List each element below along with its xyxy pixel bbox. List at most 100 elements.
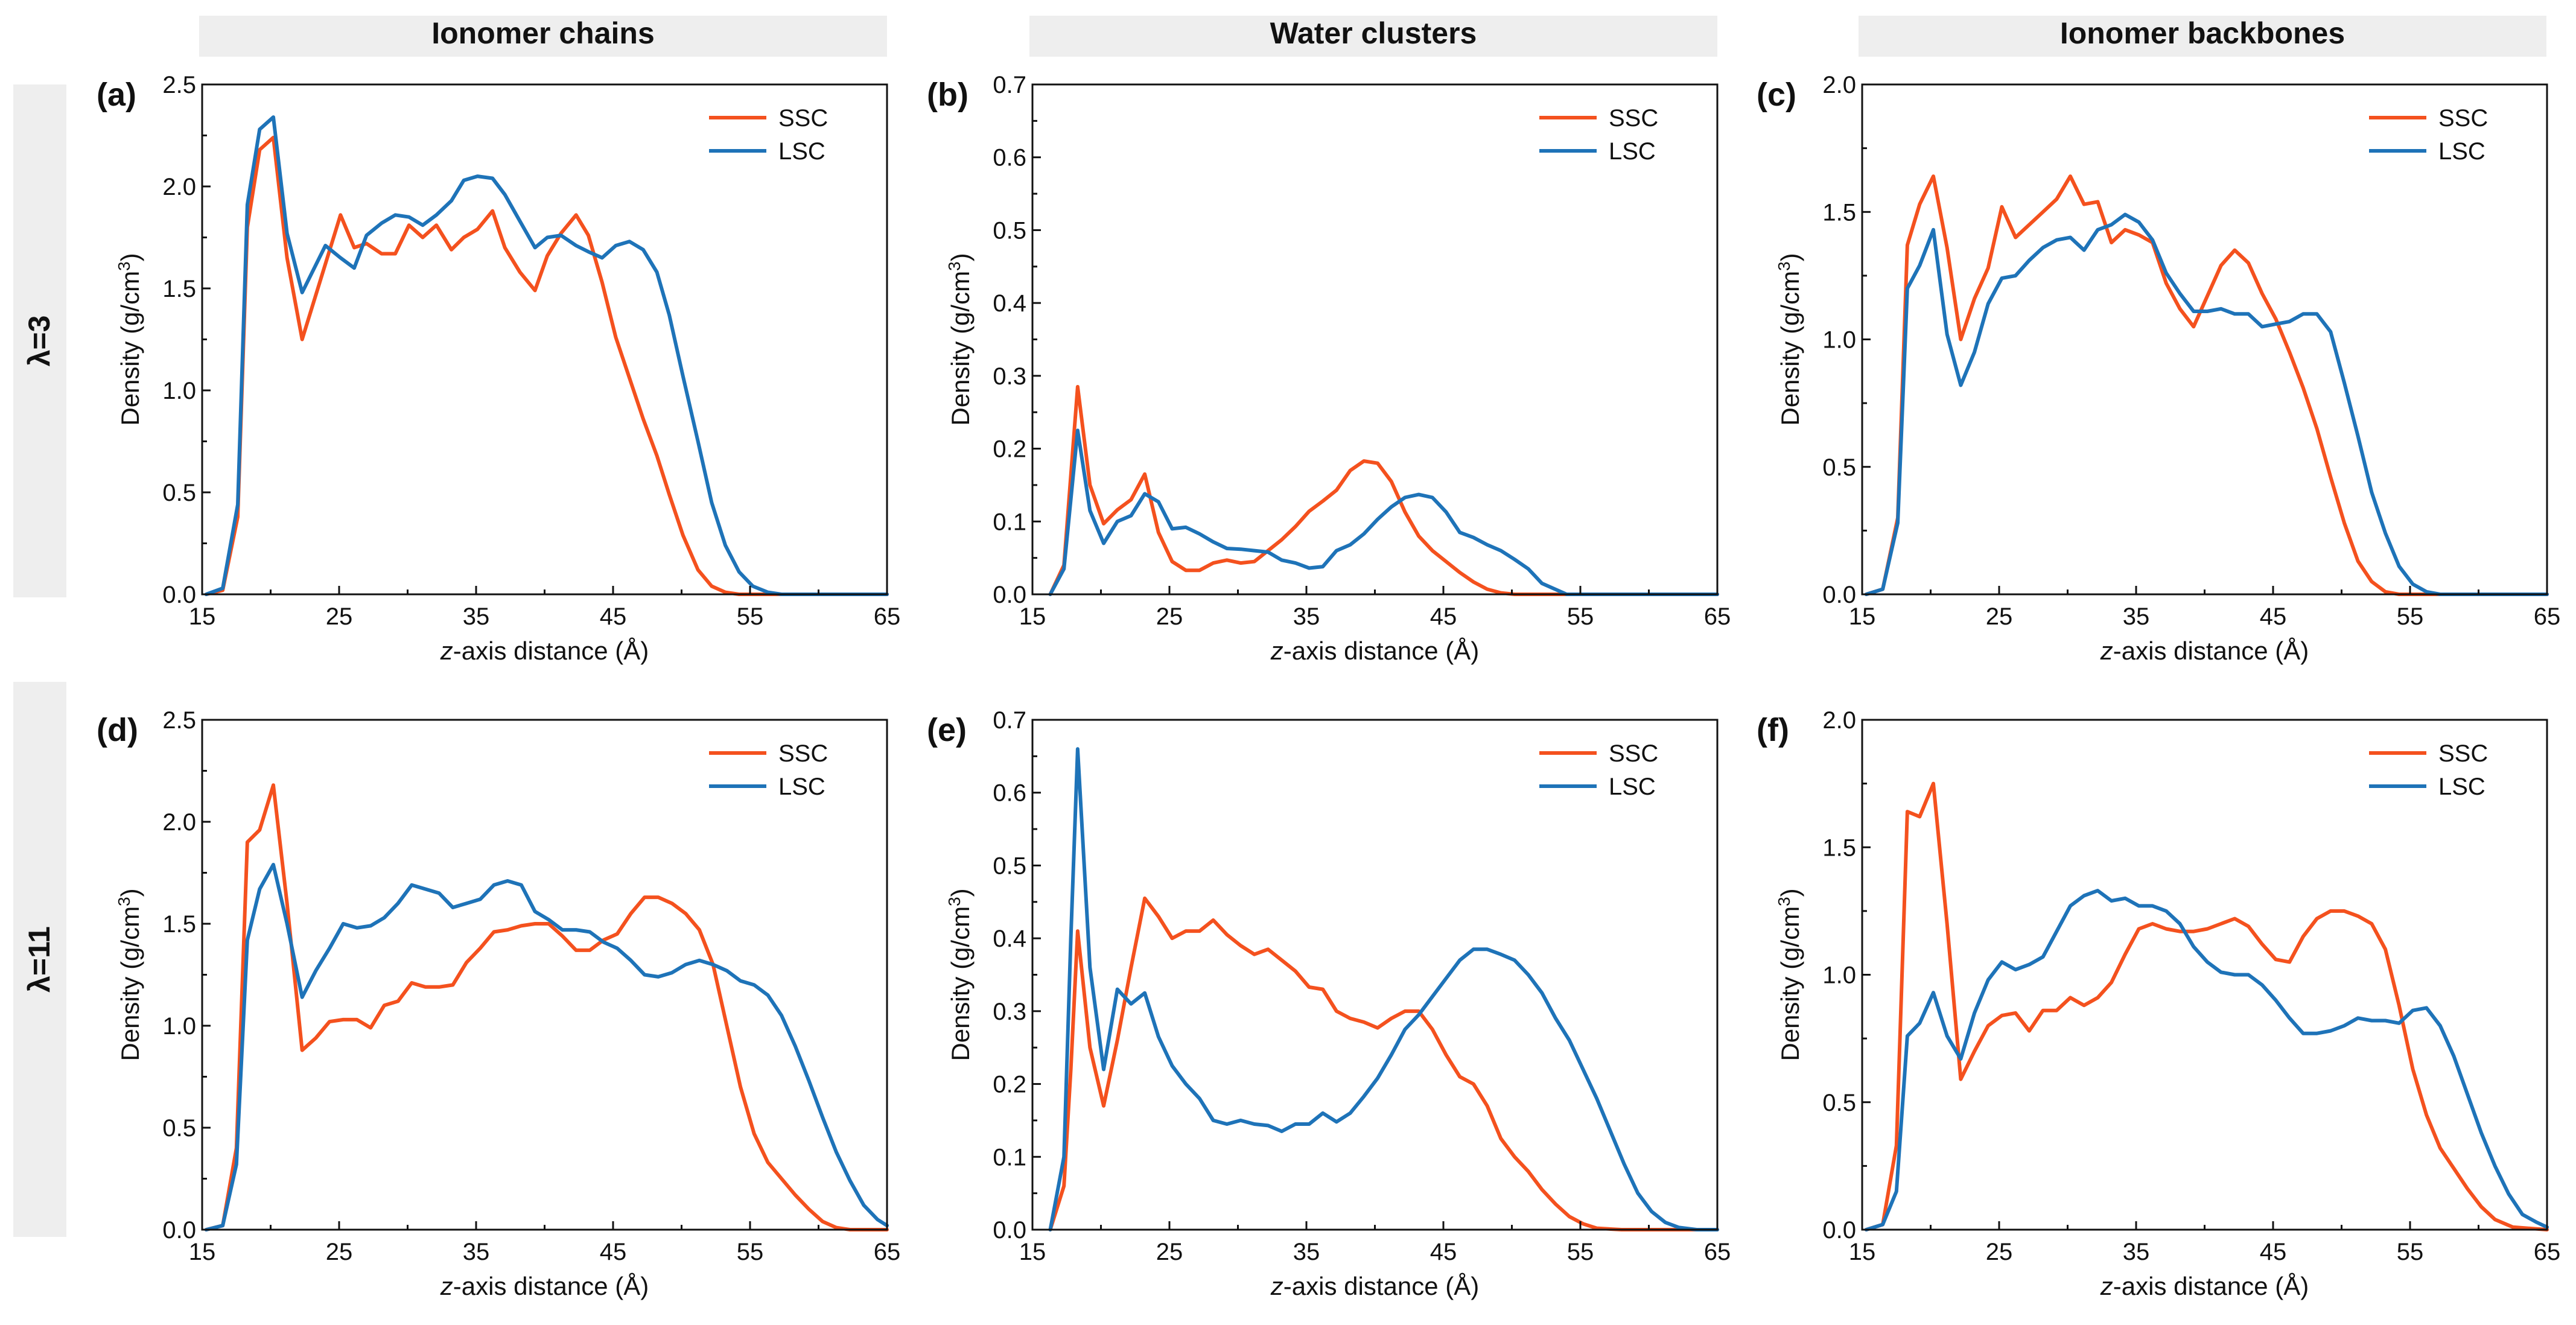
- y-tick-label-f: 2.0: [1822, 707, 1856, 734]
- panels: 15 25 35 45 55 65 0.0 0.5 1.0 1.5 2.0 2.5 z-axis dis…: [97, 72, 2560, 1300]
- y-tick-label-a: 1.0: [162, 378, 196, 404]
- legend-label-ssc-c: SSC: [2438, 105, 2488, 132]
- x-tick-label-a: 35: [463, 603, 490, 630]
- series-line-ssc-a: [204, 135, 889, 596]
- y-tick-label-a: 0.5: [162, 480, 196, 506]
- y-axis-label-b: Density (g/cm3): [945, 253, 975, 425]
- legend-label-lsc-c: LSC: [2438, 138, 2485, 165]
- x-tick-label-f: 65: [2534, 1239, 2561, 1265]
- x-tick-label-f: 55: [2397, 1239, 2424, 1265]
- panel-letter-d: (d): [97, 712, 138, 748]
- y-tick-label-e: 0.4: [993, 926, 1026, 952]
- x-tick-label-f: 45: [2260, 1239, 2287, 1265]
- x-tick-label-e: 55: [1567, 1239, 1594, 1265]
- y-tick-label-b: 0.3: [993, 363, 1026, 390]
- x-tick-label-b: 65: [1704, 603, 1731, 630]
- x-tick-label-b: 55: [1567, 603, 1594, 630]
- series-line-lsc-d: [204, 863, 889, 1231]
- x-tick-label-e: 45: [1430, 1239, 1457, 1265]
- x-tick-label-a: 55: [737, 603, 764, 630]
- x-tick-label-c: 45: [2260, 603, 2287, 630]
- series-line-lsc-e: [1048, 747, 1719, 1231]
- legend-label-ssc-a: SSC: [778, 105, 828, 132]
- column-header-ionomer-backbones: Ionomer backbones: [2060, 16, 2345, 50]
- x-tick-label-e: 35: [1293, 1239, 1320, 1265]
- y-axis-label-a: Density (g/cm3): [115, 253, 145, 425]
- y-axis-label-c: Density (g/cm3): [1775, 253, 1805, 425]
- x-tick-label-c: 35: [2123, 603, 2150, 630]
- legend-label-ssc-b: SSC: [1609, 105, 1658, 132]
- y-tick-label-e: 0.1: [993, 1144, 1026, 1171]
- y-tick-label-b: 0.7: [993, 72, 1026, 98]
- y-tick-label-a: 1.5: [162, 276, 196, 302]
- panel-letter-a: (a): [97, 77, 136, 113]
- legend-label-ssc-f: SSC: [2438, 740, 2488, 767]
- x-axis-label-b: z-axis distance (Å): [1270, 637, 1479, 665]
- x-tick-label-b: 25: [1156, 603, 1183, 630]
- y-tick-label-b: 0.4: [993, 290, 1026, 317]
- column-header-water-clusters: Water clusters: [1270, 16, 1477, 50]
- y-tick-label-a: 2.0: [162, 174, 196, 200]
- y-tick-label-e: 0.0: [993, 1217, 1026, 1244]
- x-tick-label-d: 55: [737, 1239, 764, 1265]
- y-tick-label-c: 0.5: [1822, 454, 1856, 481]
- y-tick-label-c: 1.0: [1822, 327, 1856, 354]
- y-tick-label-d: 0.0: [162, 1217, 196, 1244]
- x-tick-label-d: 35: [463, 1239, 490, 1265]
- x-tick-label-e: 25: [1156, 1239, 1183, 1265]
- series-line-lsc-a: [204, 115, 889, 596]
- y-tick-label-e: 0.2: [993, 1072, 1026, 1098]
- y-tick-label-b: 0.6: [993, 145, 1026, 171]
- series-line-ssc-d: [204, 783, 889, 1231]
- y-tick-label-e: 0.5: [993, 853, 1026, 879]
- x-tick-label-a: 15: [189, 603, 216, 630]
- x-tick-label-b: 35: [1293, 603, 1320, 630]
- y-tick-label-f: 1.0: [1822, 962, 1856, 989]
- x-axis-label-c: z-axis distance (Å): [2100, 637, 2309, 665]
- x-tick-label-d: 65: [874, 1239, 901, 1265]
- y-tick-label-c: 2.0: [1822, 72, 1856, 98]
- x-axis-label-a: z-axis distance (Å): [440, 637, 649, 665]
- x-tick-label-f: 15: [1849, 1239, 1876, 1265]
- series-line-ssc-f: [1864, 781, 2549, 1231]
- panel-c: 15 25 35 45 55 65 0.0 0.5 1.0 1.5 2.0 z-axis distan…: [1757, 72, 2560, 665]
- x-tick-label-e: 65: [1704, 1239, 1731, 1265]
- x-tick-label-b: 15: [1019, 603, 1046, 630]
- row-header-bg-2: [13, 682, 66, 1237]
- series-line-ssc-b: [1048, 385, 1719, 596]
- panel-letter-e: (e): [927, 712, 967, 748]
- series-line-ssc-c: [1864, 174, 2549, 596]
- x-tick-label-d: 45: [600, 1239, 627, 1265]
- column-header-ionomer-chains: Ionomer chains: [431, 16, 655, 50]
- y-axis-label-f: Density (g/cm3): [1775, 888, 1805, 1061]
- panel-e: 15 25 35 45 55 65 0.0 0.1 0.2 0.3 0.4 0.5 0.6 0.7 z-ax…: [927, 707, 1731, 1300]
- panel-a: 15 25 35 45 55 65 0.0 0.5 1.0 1.5 2.0 2.5 z-axis dis…: [97, 72, 900, 665]
- panel-letter-f: (f): [1757, 712, 1789, 748]
- y-tick-label-d: 2.5: [162, 707, 196, 734]
- y-tick-label-e: 0.3: [993, 999, 1026, 1025]
- legend-label-lsc-a: LSC: [778, 138, 825, 165]
- legend-label-lsc-e: LSC: [1609, 774, 1656, 800]
- x-tick-label-c: 15: [1849, 603, 1876, 630]
- x-tick-label-b: 45: [1430, 603, 1457, 630]
- y-tick-label-a: 0.0: [162, 582, 196, 608]
- legend-label-ssc-e: SSC: [1609, 740, 1658, 767]
- series-line-lsc-c: [1864, 212, 2549, 596]
- y-tick-label-e: 0.7: [993, 707, 1026, 734]
- y-tick-label-b: 0.5: [993, 217, 1026, 244]
- y-tick-label-b: 0.0: [993, 582, 1026, 608]
- row-header-lambda-3: λ=3: [22, 316, 56, 367]
- column-header-bg-2: [1029, 16, 1717, 57]
- row-header-lambda-11: λ=11: [22, 926, 56, 993]
- x-tick-label-c: 55: [2397, 603, 2424, 630]
- y-tick-label-d: 1.5: [162, 911, 196, 938]
- x-axis-label-d: z-axis distance (Å): [440, 1272, 649, 1300]
- y-tick-label-f: 0.5: [1822, 1090, 1856, 1116]
- series-line-lsc-b: [1048, 428, 1719, 596]
- x-tick-label-c: 25: [1986, 603, 2013, 630]
- y-tick-label-b: 0.2: [993, 436, 1026, 463]
- series-line-lsc-f: [1864, 889, 2549, 1231]
- panel-letter-c: (c): [1757, 77, 1796, 113]
- column-header-bg-3: [1859, 16, 2546, 57]
